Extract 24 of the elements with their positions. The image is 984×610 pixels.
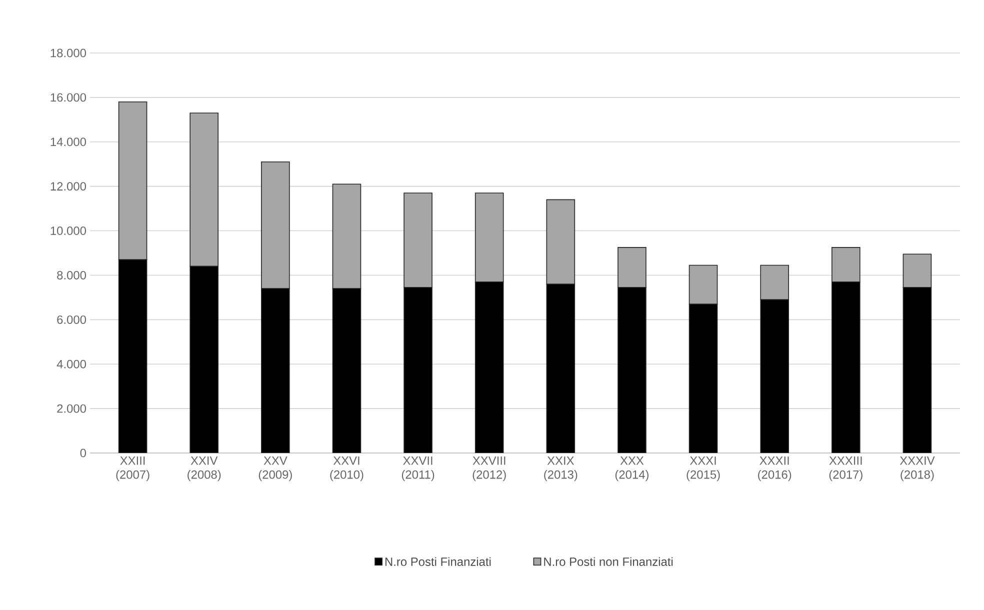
x-tick-label: XXXIII (2017) <box>829 456 862 482</box>
y-tick-label: 10.000 <box>50 226 86 235</box>
y-tick-label: 14.000 <box>50 138 86 146</box>
y-tick-label: 12.000 <box>50 182 86 191</box>
x-tick-label: XXX (2014) <box>615 456 648 482</box>
y-tick-label: 18.000 <box>50 48 86 58</box>
y-tick-label: 2.000 <box>57 404 86 413</box>
x-tick-label: XXV (2009) <box>258 456 292 482</box>
x-tick-label: XXVII (2011) <box>402 456 434 482</box>
x-tick-label: XXIX (2013) <box>544 456 578 482</box>
x-tick-label: XXXII (2016) <box>758 456 792 482</box>
x-tick-label: XXXIV (2018) <box>900 456 935 482</box>
y-tick-label: 4.000 <box>56 360 86 368</box>
legend-label: N.ro Posti non Finanziati <box>544 557 673 566</box>
y-tick-label: 16.000 <box>50 93 86 102</box>
x-tick-label: XXVIII (2012) <box>472 456 506 482</box>
x-tick-label: XXIII (2007) <box>116 456 150 482</box>
x-tick-label: XXVI (2010) <box>330 456 364 482</box>
y-tick-label: 8.000 <box>57 270 86 280</box>
x-tick-label: XXXI (2015) <box>686 456 720 482</box>
y-tick-label: 6.000 <box>57 315 86 324</box>
y-tick-label: 0 <box>80 448 86 458</box>
legend-label: N.ro Posti Finanziati <box>385 557 491 566</box>
x-tick-label: XXIV (2008) <box>188 456 221 482</box>
